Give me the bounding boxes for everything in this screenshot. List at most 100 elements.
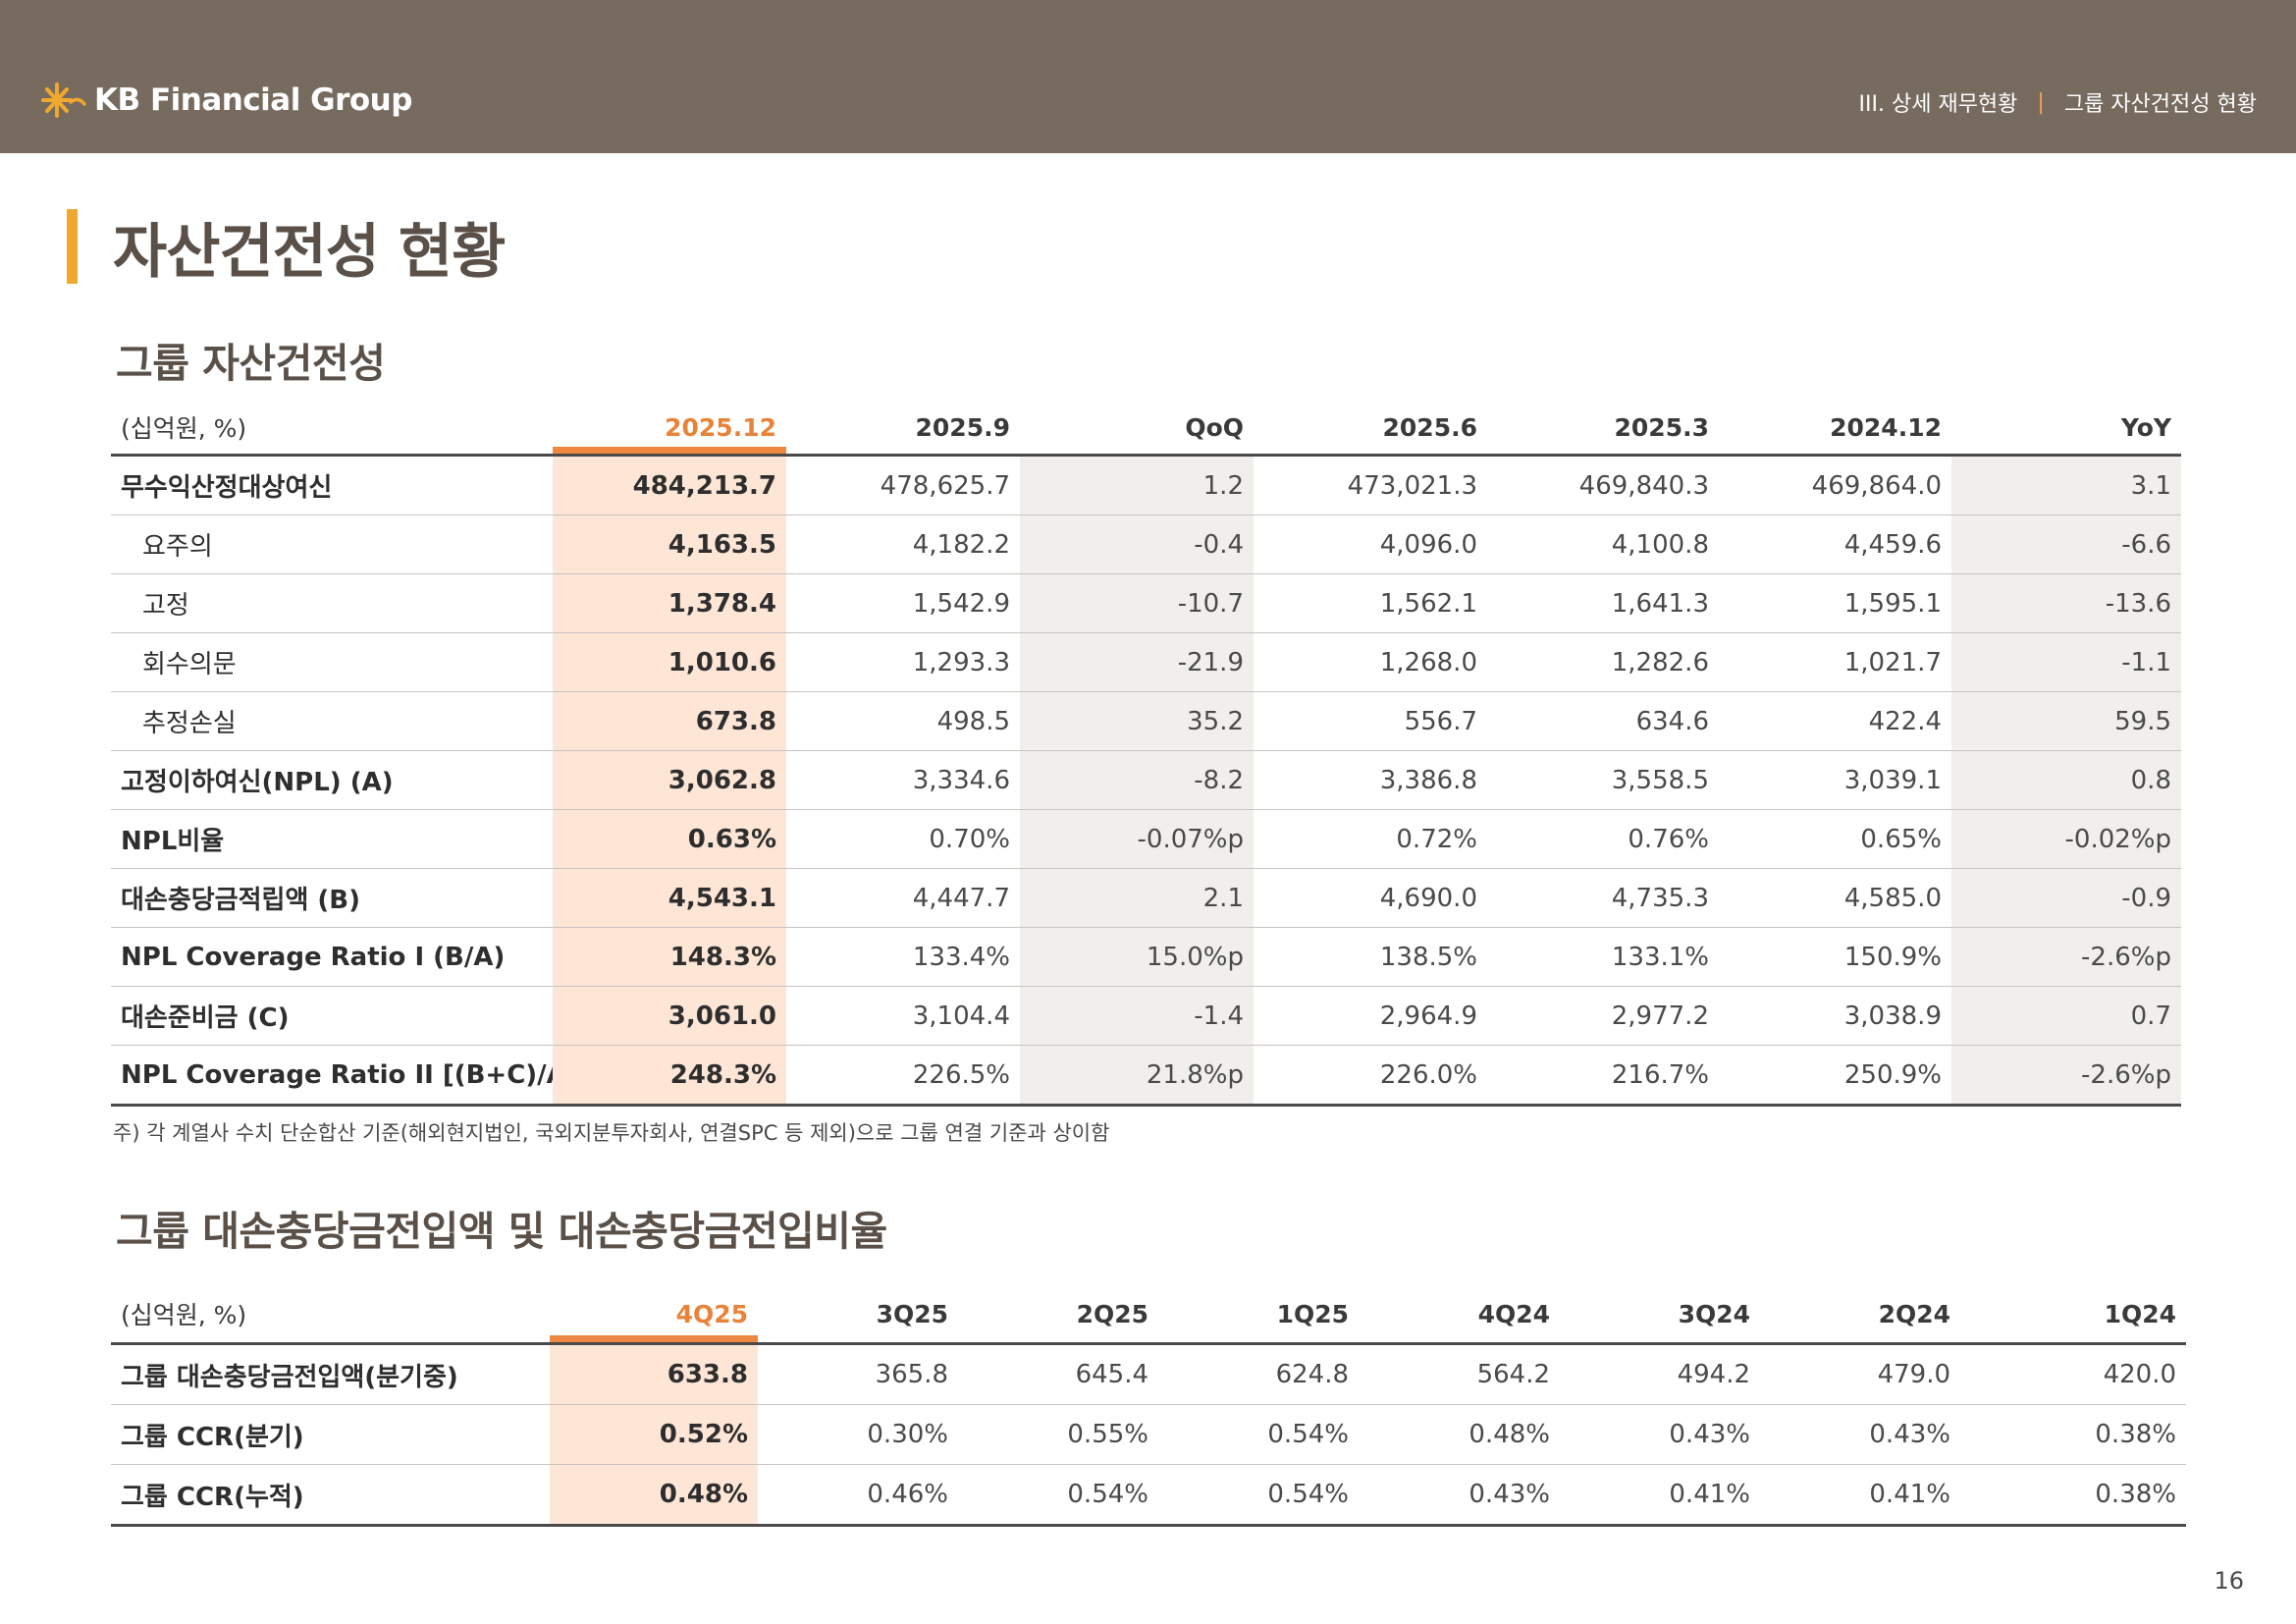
table-cell: 473,021.3 <box>1254 455 1487 515</box>
brand-name: KB Financial Group <box>94 82 412 118</box>
row-label: 그룹 CCR(분기) <box>111 1404 550 1465</box>
page-number: 16 <box>2214 1567 2244 1595</box>
asset-quality-table: (십억원, %) 2025.12 2025.9 QoQ 2025.6 2025.… <box>111 405 2181 1107</box>
table-cell: 1,562.1 <box>1254 573 1487 633</box>
table-cell: 498.5 <box>786 691 1020 751</box>
table-row: 무수익산정대상여신 484,213.7 478,625.7 1.2 473,021.3 4… <box>111 455 2181 515</box>
table-cell: 1,641.3 <box>1487 573 1719 633</box>
table-cell: 0.43% <box>1560 1404 1760 1465</box>
table-cell: 4,163.5 <box>553 514 786 574</box>
table-cell: -13.6 <box>1951 573 2181 633</box>
table-row: 대손준비금 (C) 3,061.0 3,104.4 -1.4 2,964.9 2,977.… <box>111 986 2181 1046</box>
table-cell: 0.54% <box>958 1464 1158 1527</box>
table-cell: 0.76% <box>1487 809 1719 869</box>
table-cell: 422.4 <box>1719 691 1951 751</box>
table-row: 그룹 CCR(분기) 0.52% 0.30% 0.55% 0.54% 0.48% 0.43%… <box>111 1404 2186 1465</box>
table-cell: -1.1 <box>1951 632 2181 692</box>
row-label: 무수익산정대상여신 <box>111 455 553 515</box>
row-label: 요주의 <box>111 514 553 574</box>
table-cell: -2.6%p <box>1951 1045 2181 1107</box>
footnote: 주) 각 계열사 수치 단순합산 기준(해외현지법인, 국외지분투자회사, 연결… <box>113 1121 1110 1145</box>
table-row: 고정이하여신(NPL) (A) 3,062.8 3,334.6 -8.2 3,386.8… <box>111 750 2181 810</box>
table-cell: 3,104.4 <box>786 986 1020 1046</box>
header-bar: KB Financial Group III. 상세 재무현황 | 그룹 자산건… <box>0 0 2296 153</box>
row-label: 추정손실 <box>111 691 553 751</box>
breadcrumb-section[interactable]: III. 상세 재무현황 <box>1858 92 2018 117</box>
page-title: 자산건전성 현황 <box>113 218 506 287</box>
table-cell: 0.46% <box>758 1464 958 1527</box>
column-header: 4Q25 <box>550 1289 758 1344</box>
unit-label: (십억원, %) <box>121 414 247 443</box>
table-cell: -1.4 <box>1020 986 1254 1046</box>
table-cell: -2.6%p <box>1951 927 2181 987</box>
table-cell: 4,096.0 <box>1254 514 1487 574</box>
table-cell: 0.38% <box>1960 1404 2186 1465</box>
table-row: NPL비율 0.63% 0.70% -0.07%p 0.72% 0.76% 0.65% -0.… <box>111 809 2181 869</box>
table-cell: 494.2 <box>1560 1343 1760 1405</box>
table-cell: 624.8 <box>1158 1343 1359 1405</box>
table-cell: -21.9 <box>1020 632 1254 692</box>
table-cell: 248.3% <box>553 1045 786 1107</box>
table-row: 그룹 CCR(누적) 0.48% 0.46% 0.54% 0.54% 0.43% 0.41%… <box>111 1464 2186 1527</box>
table-cell: -6.6 <box>1951 514 2181 574</box>
table-cell: 4,100.8 <box>1487 514 1719 574</box>
table-cell: 1,268.0 <box>1254 632 1487 692</box>
table-cell: 133.1% <box>1487 927 1719 987</box>
asset-quality-title: 그룹 자산건전성 <box>116 340 386 387</box>
table-cell: -0.02%p <box>1951 809 2181 869</box>
table-cell: 0.43% <box>1760 1404 1960 1465</box>
table-cell: 1,595.1 <box>1719 573 1951 633</box>
row-label: 회수의문 <box>111 632 553 692</box>
table-cell: 133.4% <box>786 927 1020 987</box>
table-cell: 484,213.7 <box>553 455 786 515</box>
table-cell: 633.8 <box>550 1343 758 1405</box>
breadcrumb: III. 상세 재무현황 | 그룹 자산건전성 현황 <box>1859 86 2257 118</box>
table-row: NPL Coverage Ratio II [(B+C)/A)] 248.3% 22… <box>111 1045 2181 1107</box>
table-cell: 15.0%p <box>1020 927 1254 987</box>
table-cell: 469,840.3 <box>1487 455 1719 515</box>
column-header: 3Q25 <box>876 1299 948 1328</box>
provision-table: (십억원, %) 4Q25 3Q25 2Q25 1Q25 4Q24 3Q24 2… <box>111 1289 2186 1527</box>
column-header: 1Q24 <box>2104 1299 2176 1328</box>
table-cell: 4,182.2 <box>786 514 1020 574</box>
table-header-row: (십억원, %) 2025.12 2025.9 QoQ 2025.6 2025.… <box>111 405 2181 456</box>
table-cell: 0.72% <box>1254 809 1487 869</box>
table-cell: 0.55% <box>958 1404 1158 1465</box>
column-header: 2Q25 <box>1076 1299 1148 1328</box>
row-label: 그룹 대손충당금전입액(분기중) <box>111 1343 550 1405</box>
table-cell: 0.43% <box>1359 1464 1560 1527</box>
table-cell: -0.07%p <box>1020 809 1254 869</box>
table-cell: 2.1 <box>1020 868 1254 928</box>
table-cell: 59.5 <box>1951 691 2181 751</box>
table-cell: 3,061.0 <box>553 986 786 1046</box>
table-cell: 1,282.6 <box>1487 632 1719 692</box>
table-cell: 250.9% <box>1719 1045 1951 1107</box>
table-cell: 0.41% <box>1760 1464 1960 1527</box>
table-cell: 0.70% <box>786 809 1020 869</box>
kb-star-icon <box>41 82 86 118</box>
table-cell: 3,386.8 <box>1254 750 1487 810</box>
table-cell: 3,038.9 <box>1719 986 1951 1046</box>
table-cell: 3,558.5 <box>1487 750 1719 810</box>
table-cell: 0.8 <box>1951 750 2181 810</box>
table-cell: 1.2 <box>1020 455 1254 515</box>
table-cell: 21.8%p <box>1020 1045 1254 1107</box>
table-cell: 0.30% <box>758 1404 958 1465</box>
table-cell: 4,543.1 <box>553 868 786 928</box>
column-header: 1Q25 <box>1276 1299 1349 1328</box>
table-cell: 1,021.7 <box>1719 632 1951 692</box>
table-cell: 2,964.9 <box>1254 986 1487 1046</box>
table-cell: 673.8 <box>553 691 786 751</box>
kb-logo[interactable]: KB Financial Group <box>39 81 412 120</box>
title-accent-bar <box>67 209 78 284</box>
table-cell: 216.7% <box>1487 1045 1719 1107</box>
table-cell: 4,447.7 <box>786 868 1020 928</box>
table-row: 대손충당금적립액 (B) 4,543.1 4,447.7 2.1 4,690.0 4,73… <box>111 868 2181 928</box>
table-cell: 4,690.0 <box>1254 868 1487 928</box>
table-cell: 3,062.8 <box>553 750 786 810</box>
table-cell: 1,378.4 <box>553 573 786 633</box>
breadcrumb-page[interactable]: 그룹 자산건전성 현황 <box>2063 92 2257 117</box>
table-header-row: (십억원, %) 4Q25 3Q25 2Q25 1Q25 4Q24 3Q24 2… <box>111 1289 2186 1344</box>
table-cell: 1,010.6 <box>553 632 786 692</box>
row-label: 대손준비금 (C) <box>111 986 553 1046</box>
